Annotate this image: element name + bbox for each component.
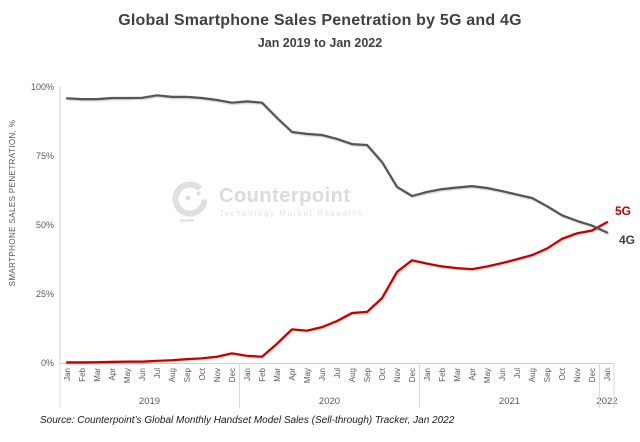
month-tick-label: Dec [588,368,597,382]
year-label: 2020 [319,396,340,407]
month-tick-label: Aug [348,368,357,382]
month-tick-label: May [123,368,132,383]
month-tick-label: Mar [273,368,282,382]
month-tick-label: Dec [408,368,417,382]
month-tick-label: Nov [393,368,402,382]
month-tick-label: Nov [573,368,582,382]
month-tick-label: Jan [423,368,432,381]
year-label: 2021 [499,396,520,407]
month-tick-label: Jul [333,368,342,378]
4g-line [65,94,609,234]
series-label-5g: 5G [615,204,632,218]
month-tick-label: May [303,368,312,383]
year-label: 2019 [139,396,160,407]
month-tick-label: Jun [138,368,147,381]
month-tick-label: Feb [258,367,267,381]
month-tick-label: Mar [93,368,102,382]
month-tick-label: Jun [318,368,327,381]
month-tick-label: Jun [498,368,507,381]
month-tick-label: Jan [63,368,72,381]
series-label-4g: 4G [619,233,636,247]
month-tick-label: Oct [558,367,567,380]
month-tick-label: Mar [453,368,462,382]
month-tick-label: Aug [528,368,537,382]
month-tick-label: Oct [378,367,387,380]
5g-line [65,221,609,364]
month-tick-label: Apr [288,368,297,381]
chart-subtitle: Jan 2019 to Jan 2022 [257,36,383,50]
chart-title: Global Smartphone Sales Penetration by 5… [118,12,522,29]
month-tick-label: Jan [603,368,612,381]
month-tick-label: Apr [468,368,477,381]
month-tick-label: Sep [183,367,192,382]
month-tick-label: Feb [438,367,447,381]
month-tick-label: Feb [78,367,87,381]
y-tick-label: 25% [36,289,54,299]
y-tick-label: 0% [41,358,54,368]
month-tick-label: Jul [513,368,522,378]
y-tick-label: 100% [31,82,54,92]
month-tick-label: Jul [153,368,162,378]
month-tick-label: Jan [243,368,252,381]
month-tick-label: Sep [363,367,372,382]
month-tick-label: Aug [168,368,177,382]
month-tick-label: Apr [108,368,117,381]
month-tick-label: Dec [228,368,237,382]
month-tick-label: Sep [543,367,552,382]
month-tick-label: May [483,368,492,383]
month-tick-label: Oct [198,367,207,380]
month-tick-label: Nov [213,368,222,382]
y-tick-label: 50% [36,220,54,230]
y-tick-label: 75% [36,151,54,161]
source-note: Source: Counterpoint’s Global Monthly Ha… [40,415,455,426]
year-label: 2022 [596,396,617,407]
